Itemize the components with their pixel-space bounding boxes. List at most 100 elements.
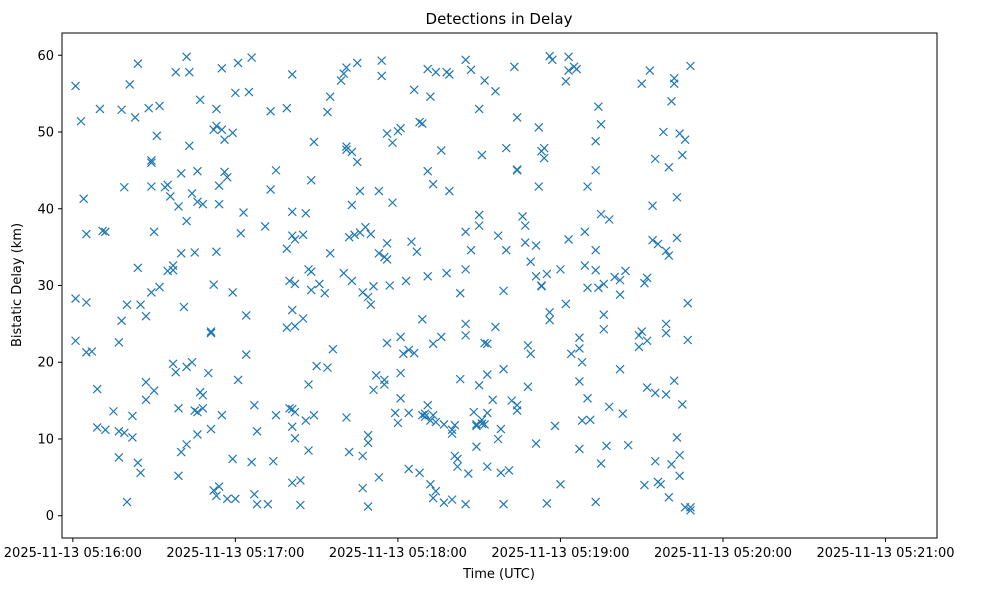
data-point [211, 247, 221, 257]
data-point [339, 268, 349, 278]
data-point [128, 433, 137, 442]
data-point [650, 456, 660, 466]
data-point [669, 376, 679, 386]
data-point [146, 287, 156, 297]
y-axis-ticks: 0 10 20 30 40 50 60 [37, 49, 62, 524]
data-point [477, 415, 487, 425]
data-point [71, 336, 80, 346]
data-point [583, 393, 592, 403]
data-point [610, 272, 620, 282]
data-point [574, 333, 584, 343]
data-point [171, 67, 181, 77]
data-point [347, 200, 357, 210]
data-point [550, 421, 560, 431]
data-point [634, 330, 644, 340]
data-point [531, 439, 541, 449]
data-point [182, 216, 192, 226]
data-point [87, 347, 97, 356]
data-point [174, 403, 183, 413]
x-tick-label: 2025-11-13 05:16:00 [4, 546, 142, 561]
data-point [171, 367, 181, 377]
data-point [182, 439, 192, 449]
data-point [369, 281, 378, 291]
data-point [431, 67, 441, 77]
data-point [526, 349, 536, 359]
data-point [290, 407, 300, 417]
data-point [266, 185, 276, 194]
data-point [174, 471, 183, 481]
data-point [580, 261, 590, 270]
data-point [428, 410, 438, 420]
data-point [287, 478, 297, 488]
data-point [564, 235, 574, 244]
data-point [136, 468, 145, 478]
data-point [650, 154, 660, 164]
data-point [363, 430, 373, 440]
data-point [287, 207, 297, 217]
data-point [591, 136, 601, 146]
data-point [423, 166, 433, 176]
data-point [230, 88, 240, 98]
data-point [363, 502, 373, 511]
data-point [220, 135, 229, 145]
data-point [128, 411, 137, 421]
data-point [133, 263, 143, 273]
data-point [596, 119, 606, 129]
data-point [214, 482, 224, 492]
data-point [287, 231, 297, 241]
data-point [645, 66, 655, 76]
data-point [561, 76, 571, 86]
data-point [271, 165, 281, 175]
data-point [591, 265, 601, 275]
data-point [382, 129, 392, 138]
data-point [109, 406, 118, 416]
data-point [114, 452, 124, 462]
data-point [455, 374, 465, 384]
data-point [580, 227, 590, 237]
data-point [409, 85, 419, 95]
data-point [114, 426, 124, 436]
data-point [228, 287, 238, 297]
data-point [664, 162, 674, 172]
data-point [672, 192, 682, 202]
data-point [71, 81, 80, 91]
data-point [190, 406, 200, 416]
data-point [417, 314, 427, 324]
data-point [461, 55, 471, 65]
data-point [415, 468, 425, 478]
data-point [304, 380, 313, 389]
data-point [504, 466, 514, 475]
data-point [621, 266, 630, 276]
data-point [425, 416, 435, 426]
data-point [615, 364, 625, 374]
data-point [591, 497, 601, 507]
data-point [187, 357, 197, 367]
data-point [683, 298, 693, 308]
data-point [382, 338, 392, 348]
data-point [211, 491, 221, 501]
data-point [301, 416, 311, 426]
data-point [347, 147, 357, 157]
data-point [187, 188, 197, 198]
data-point [71, 294, 80, 303]
data-point [117, 316, 127, 326]
data-point [661, 319, 671, 329]
data-point [350, 230, 359, 240]
data-point [648, 201, 657, 211]
data-point [661, 246, 671, 256]
data-point [482, 339, 492, 349]
data-point [615, 290, 625, 300]
data-point [602, 441, 611, 451]
data-point [252, 426, 262, 436]
data-point [461, 264, 471, 274]
data-point [344, 447, 354, 457]
data-point [282, 103, 292, 113]
data-point [290, 279, 300, 289]
data-point [637, 327, 647, 336]
data-point [320, 288, 330, 298]
data-point [117, 105, 127, 115]
data-point [119, 428, 129, 438]
data-point [425, 479, 435, 489]
data-point [165, 192, 175, 201]
